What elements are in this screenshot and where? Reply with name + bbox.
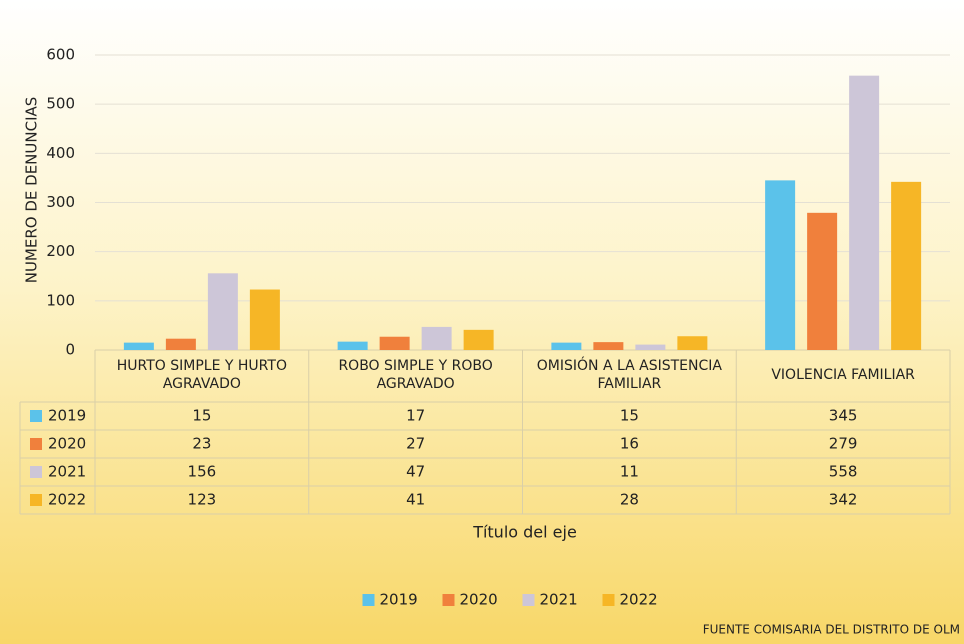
bar (123, 342, 154, 350)
legend-key (30, 410, 42, 422)
table-value: 279 (829, 435, 858, 453)
table-value: 47 (406, 463, 425, 481)
table-value: 123 (188, 491, 217, 509)
table-value: 345 (829, 407, 858, 425)
bar (379, 336, 410, 350)
bar (593, 342, 624, 350)
bar (807, 212, 838, 350)
bar (891, 181, 922, 350)
y-tick-label: 300 (46, 193, 75, 211)
table-value: 15 (192, 407, 211, 425)
bar (165, 338, 196, 350)
legend-key (30, 466, 42, 478)
y-tick-label: 500 (46, 95, 75, 113)
source: FUENTE COMISARIA DEL DISTRITO DE OLM (703, 623, 960, 637)
legend-swatch (522, 594, 535, 606)
row-label: 2022 (48, 491, 86, 509)
table-value: 41 (406, 491, 425, 509)
category-cell: HURTO SIMPLE Y HURTO AGRAVADO (116, 358, 287, 392)
legend-label: 2021 (540, 591, 578, 609)
y-tick-label: 400 (46, 144, 75, 162)
row-label: 2020 (48, 435, 86, 453)
x-tick-label: ROBO SIMPLE Y ROBO AGRAVADO (338, 358, 493, 392)
table-value: 342 (829, 491, 858, 509)
y-tick-label: 200 (46, 242, 75, 260)
bar (207, 273, 238, 350)
x-tick-label: OMISIÓN A LA ASISTENCIA FAMILIAR (536, 358, 722, 392)
table-value: 15 (620, 407, 639, 425)
row-label: 2021 (48, 463, 86, 481)
legend-swatch (362, 594, 375, 606)
y-tick-label: 600 (46, 46, 75, 64)
bar (421, 326, 452, 350)
bar (635, 344, 666, 350)
table-value: 27 (406, 435, 425, 453)
category-cell: OMISIÓN A LA ASISTENCIA FAMILIAR (536, 358, 722, 392)
legend-swatch (602, 594, 615, 606)
table-value: 558 (829, 463, 858, 481)
bar (765, 180, 796, 350)
y-axis-label: NUMERO DE DENUNCIAS (23, 97, 41, 284)
bar (337, 341, 368, 350)
legend-label: 2019 (380, 591, 418, 609)
y-tick-label: 100 (46, 291, 75, 309)
table-value: 17 (406, 407, 425, 425)
row-label: 2019 (48, 407, 86, 425)
table-value: 16 (620, 435, 639, 453)
table-value: 11 (620, 463, 639, 481)
bar (849, 75, 880, 351)
legend-swatch (442, 594, 455, 606)
bar (551, 342, 582, 350)
x-tick-label: HURTO SIMPLE Y HURTO AGRAVADO (116, 358, 287, 392)
bar (677, 336, 708, 350)
legend-label: 2020 (460, 591, 498, 609)
legend-key (30, 438, 42, 450)
y-tick-label: 0 (65, 341, 75, 359)
category-cell: ROBO SIMPLE Y ROBO AGRAVADO (338, 358, 493, 392)
legend-key (30, 494, 42, 506)
bar (249, 289, 280, 350)
table-value: 28 (620, 491, 639, 509)
category-cell: VIOLENCIA FAMILIAR (771, 367, 915, 383)
legend-label: 2022 (620, 591, 658, 609)
x-axis-label: Título del eje (472, 523, 577, 542)
table-value: 156 (188, 463, 217, 481)
x-tick-label: VIOLENCIA FAMILIAR (771, 367, 915, 383)
bar (463, 329, 494, 350)
table-value: 23 (192, 435, 211, 453)
